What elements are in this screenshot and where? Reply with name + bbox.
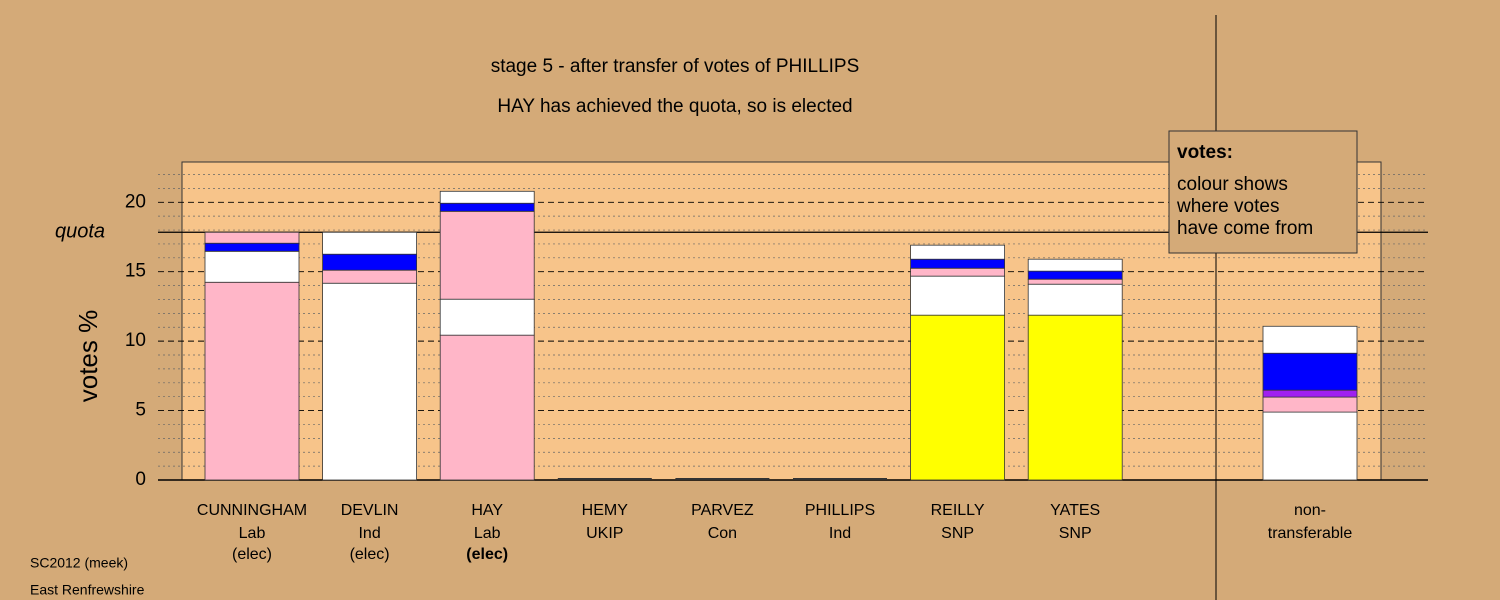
bar-segment [1027, 314, 1123, 481]
bar-segment [439, 298, 535, 336]
bar-segment [204, 281, 300, 481]
bar-segment [1027, 270, 1123, 280]
bar-segment [322, 231, 418, 255]
bar-segment [439, 190, 535, 204]
bar-segment [1262, 411, 1358, 481]
y-tick-label: 20 [125, 191, 146, 212]
legend-text: where votes [1176, 196, 1279, 217]
category-name: CUNNINGHAM [197, 502, 307, 519]
bar-segment [1027, 278, 1123, 285]
category-status: (elec) [466, 546, 508, 563]
category-name: YATES [1050, 502, 1100, 519]
y-tick-label: 10 [125, 330, 146, 351]
legend-text: colour shows [1177, 174, 1288, 195]
bar-segment [910, 258, 1005, 269]
category-name: HEMY [582, 502, 629, 519]
category-party: UKIP [586, 525, 623, 542]
category-status: (elec) [232, 546, 272, 563]
bar-segment [204, 250, 300, 283]
bar-segment [322, 282, 418, 481]
footnote: SC2012 (meek) [30, 555, 128, 571]
y-tick-label: 5 [135, 400, 146, 421]
bar-segment [1262, 396, 1358, 413]
legend-title: votes: [1177, 142, 1233, 163]
category-party: Lab [474, 525, 501, 542]
bar-segment [1027, 283, 1123, 316]
category-party: Ind [829, 525, 851, 542]
category-party: Ind [358, 525, 380, 542]
bar-segment [1027, 258, 1123, 272]
bar-segment [439, 334, 535, 481]
category-party: transferable [1268, 525, 1353, 542]
quota-label: quota [55, 221, 105, 243]
category-party: Con [708, 525, 737, 542]
category-name: PARVEZ [691, 502, 754, 519]
category-party: SNP [1059, 525, 1092, 542]
bar-segment [910, 275, 1005, 316]
bar-segment [1262, 389, 1358, 398]
category-party: Lab [239, 525, 266, 542]
category-party: SNP [941, 525, 974, 542]
bar-segment [322, 253, 418, 271]
y-tick-label: 0 [135, 469, 146, 490]
bar-segment [204, 242, 300, 252]
category-name: REILLY [931, 502, 985, 519]
bar-segment [322, 269, 418, 284]
category-name: DEVLIN [341, 502, 399, 519]
bar-segment [1262, 352, 1358, 391]
legend-text: have come from [1177, 218, 1313, 239]
category-name: HAY [471, 502, 503, 519]
bar-segment [1262, 325, 1358, 354]
y-tick-label: 15 [125, 261, 146, 282]
chart-title: stage 5 - after transfer of votes of PHI… [491, 56, 860, 77]
y-axis-label: votes % [73, 310, 103, 403]
bar-segment [204, 231, 300, 244]
bar-segment [439, 210, 535, 300]
category-name: non- [1294, 502, 1326, 519]
category-status: (elec) [350, 546, 390, 563]
legend-box [1168, 130, 1358, 254]
bar-segment [910, 314, 1005, 481]
bar-segment [439, 202, 535, 212]
chart-subtitle: HAY has achieved the quota, so is electe… [497, 96, 852, 117]
bar-segment [910, 267, 1005, 277]
bar-segment [910, 244, 1005, 260]
category-name: PHILLIPS [805, 502, 875, 519]
footnote: East Renfrewshire [30, 582, 145, 598]
